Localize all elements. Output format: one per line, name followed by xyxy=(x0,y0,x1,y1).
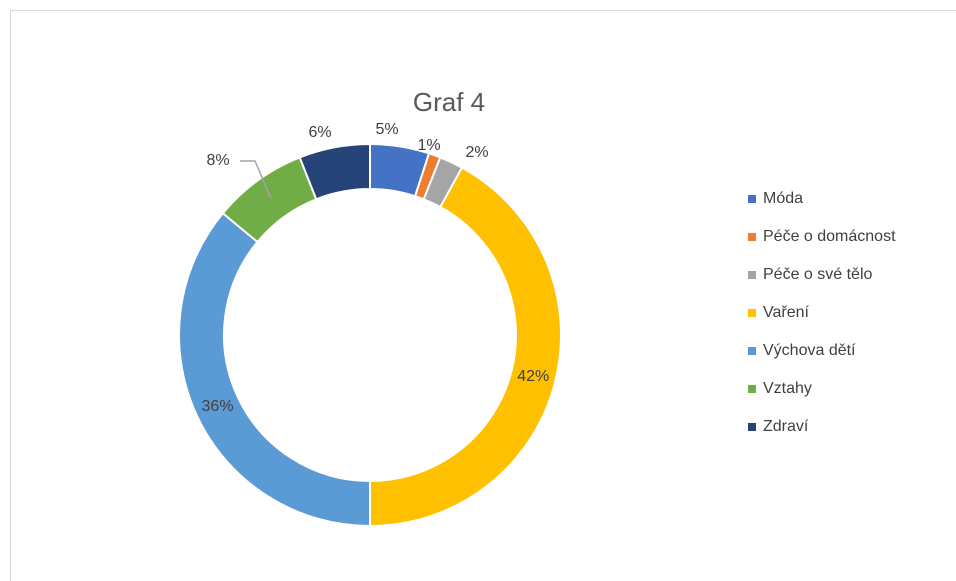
donut-slice xyxy=(369,166,562,528)
legend-label: Vaření xyxy=(763,304,810,321)
legend-swatch xyxy=(748,233,756,241)
legend-swatch xyxy=(748,423,756,431)
data-label: 5% xyxy=(375,121,398,138)
legend-label: Vztahy xyxy=(763,380,812,397)
data-label: 2% xyxy=(465,144,488,161)
legend-label: Péče o domácnost xyxy=(763,228,896,245)
donut-slice xyxy=(178,211,371,528)
data-label: 1% xyxy=(417,137,440,154)
chart-title: Graf 4 xyxy=(413,87,485,117)
leader-line xyxy=(240,160,272,199)
legend-swatch xyxy=(748,271,756,279)
legend-label: Péče o své tělo xyxy=(763,266,873,283)
data-label: 36% xyxy=(202,398,234,415)
data-label: 8% xyxy=(206,152,229,169)
data-label: 6% xyxy=(308,124,331,141)
legend-label: Móda xyxy=(763,190,803,207)
legend-swatch xyxy=(748,309,756,317)
legend-swatch xyxy=(748,347,756,355)
legend-label: Zdraví xyxy=(763,418,809,435)
donut-slice xyxy=(298,142,371,201)
legend-label: Výchova dětí xyxy=(763,342,856,359)
legend-swatch xyxy=(748,195,756,203)
data-label: 42% xyxy=(517,368,549,385)
legend-swatch xyxy=(748,385,756,393)
